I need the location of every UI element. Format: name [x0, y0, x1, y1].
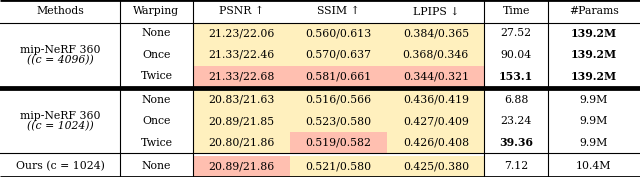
Text: Ours (c = 1024): Ours (c = 1024)	[16, 161, 104, 172]
Bar	[193, 89, 290, 111]
Text: 139.2M: 139.2M	[571, 49, 617, 60]
Bar	[290, 65, 387, 87]
Bar	[193, 132, 290, 153]
Bar	[193, 111, 290, 132]
Bar	[193, 23, 290, 44]
Text: 23.24: 23.24	[500, 116, 532, 126]
Text: 90.04: 90.04	[500, 50, 532, 60]
Text: 0.436/0.419: 0.436/0.419	[403, 95, 469, 105]
Bar	[290, 44, 387, 65]
Text: 0.427/0.409: 0.427/0.409	[403, 116, 468, 126]
Text: mip-NeRF 360: mip-NeRF 360	[20, 111, 100, 121]
Text: 0.523/0.580: 0.523/0.580	[305, 116, 372, 126]
Bar	[193, 65, 290, 87]
Text: 0.516/0.566: 0.516/0.566	[305, 95, 372, 105]
Bar	[387, 89, 484, 111]
Text: 6.88: 6.88	[504, 95, 529, 105]
Text: None: None	[142, 95, 171, 105]
Text: 0.426/0.408: 0.426/0.408	[403, 138, 469, 148]
Text: 20.80/21.86: 20.80/21.86	[208, 138, 275, 148]
Text: None: None	[142, 161, 171, 171]
Text: Twice: Twice	[141, 71, 173, 81]
Text: SSIM ↑: SSIM ↑	[317, 6, 360, 16]
Text: 7.12: 7.12	[504, 161, 528, 171]
Text: mip-NeRF 360: mip-NeRF 360	[20, 45, 100, 55]
Bar	[290, 156, 387, 177]
Text: 21.33/22.46: 21.33/22.46	[208, 50, 275, 60]
Text: ((c = 4096)): ((c = 4096))	[27, 55, 93, 65]
Text: 0.570/0.637: 0.570/0.637	[305, 50, 372, 60]
Text: 0.521/0.580: 0.521/0.580	[305, 161, 372, 171]
Text: #Params: #Params	[569, 6, 619, 16]
Text: 39.36: 39.36	[499, 137, 533, 148]
Bar	[290, 89, 387, 111]
Bar	[387, 23, 484, 44]
Text: 0.425/0.380: 0.425/0.380	[403, 161, 469, 171]
Text: 10.4M: 10.4M	[576, 161, 612, 171]
Text: 9.9M: 9.9M	[580, 116, 608, 126]
Text: 21.23/22.06: 21.23/22.06	[208, 28, 275, 38]
Text: LPIPS ↓: LPIPS ↓	[413, 6, 459, 16]
Text: 0.368/0.346: 0.368/0.346	[403, 50, 469, 60]
Text: 27.52: 27.52	[500, 28, 532, 38]
Bar	[193, 156, 290, 177]
Bar	[387, 65, 484, 87]
Text: 0.560/0.613: 0.560/0.613	[305, 28, 372, 38]
Text: 0.344/0.321: 0.344/0.321	[403, 71, 469, 81]
Text: Warping: Warping	[133, 6, 180, 16]
Text: ((c = 1024)): ((c = 1024))	[27, 121, 93, 132]
Text: PSNR ↑: PSNR ↑	[219, 6, 264, 16]
Bar	[387, 111, 484, 132]
Text: 0.384/0.365: 0.384/0.365	[403, 28, 469, 38]
Text: 9.9M: 9.9M	[580, 138, 608, 148]
Text: 139.2M: 139.2M	[571, 71, 617, 82]
Bar	[290, 23, 387, 44]
Text: 0.519/0.582: 0.519/0.582	[305, 138, 372, 148]
Text: Once: Once	[142, 116, 171, 126]
Text: 153.1: 153.1	[499, 71, 533, 82]
Bar	[193, 44, 290, 65]
Text: Time: Time	[502, 6, 530, 16]
Bar	[290, 111, 387, 132]
Text: 9.9M: 9.9M	[580, 95, 608, 105]
Bar	[290, 132, 387, 153]
Text: 139.2M: 139.2M	[571, 28, 617, 39]
Text: Once: Once	[142, 50, 171, 60]
Text: 21.33/22.68: 21.33/22.68	[208, 71, 275, 81]
Bar	[387, 156, 484, 177]
Text: 20.89/21.85: 20.89/21.85	[208, 116, 275, 126]
Text: 20.89/21.86: 20.89/21.86	[208, 161, 275, 171]
Bar	[387, 44, 484, 65]
Text: 0.581/0.661: 0.581/0.661	[305, 71, 372, 81]
Text: Twice: Twice	[141, 138, 173, 148]
Text: None: None	[142, 28, 171, 38]
Bar	[387, 132, 484, 153]
Text: 20.83/21.63: 20.83/21.63	[208, 95, 275, 105]
Text: Methods: Methods	[36, 6, 84, 16]
